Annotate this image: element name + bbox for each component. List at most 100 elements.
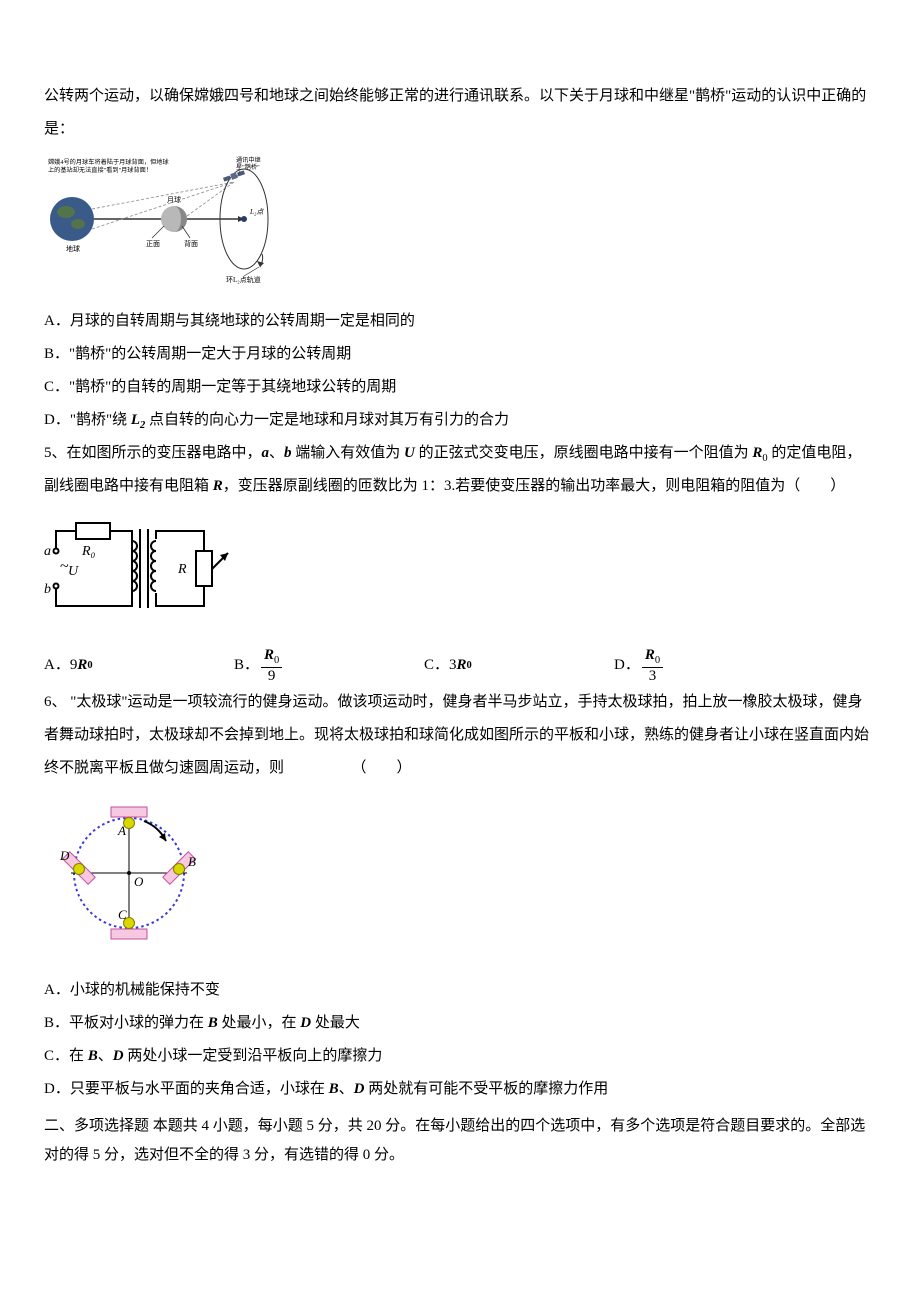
q5-figure: a b ~ U R₀ R (44, 511, 876, 639)
earth-land2 (71, 219, 85, 229)
q4-option-c: C．"鹊桥"的自转的周期一定等于其绕地球公转的周期 (44, 371, 876, 404)
section-2-heading: 二、多项选择题 本题共 4 小题，每小题 5 分，共 20 分。在每小题给出的四… (44, 1112, 876, 1169)
sight-line-3 (187, 182, 234, 216)
orbit-label: 环L₂点轨道 (226, 275, 261, 284)
q4-caption-top: 嫦娥4号的月球车将着陆于月球背面，但地球 (48, 158, 169, 166)
satellite-icon (223, 169, 246, 182)
resistor-r0 (76, 523, 110, 539)
q4-option-b: B．"鹊桥"的公转周期一定大于月球的公转周期 (44, 338, 876, 371)
q5-a: a (262, 445, 270, 461)
q6-diagram: A B C D O (44, 793, 214, 953)
q5b-num-r: R (264, 647, 274, 663)
q6-option-b: B．平板对小球的弹力在 B 处最小，在 D 处最大 (44, 1007, 876, 1040)
q6c-d: D (113, 1048, 124, 1064)
q5b-frac: R0 9 (261, 647, 282, 684)
secondary-coil (151, 541, 156, 591)
q6-option-a: A．小球的机械能保持不变 (44, 974, 876, 1007)
paddle-c (111, 929, 147, 939)
wire-tr (156, 531, 204, 551)
q5-b: b (284, 445, 292, 461)
q6c-sep: 、 (98, 1048, 113, 1064)
wire-br (156, 586, 204, 606)
q5-r: R (213, 478, 223, 494)
q4d-post: 点自转的向心力一定是地球和月球对其万有引力的合力 (145, 412, 509, 428)
q6b-d: D (300, 1015, 311, 1031)
q5-s3: 的正弦式交变电压，原线圈电路中接有一个阻值为 (415, 445, 753, 461)
q5d-frac: R0 3 (642, 647, 663, 684)
moon-label: 月球 (167, 195, 181, 204)
q6-option-d: D．只要平板与水平面的夹角合适，小球在 B、D 两处就有可能不受平板的摩擦力作用 (44, 1073, 876, 1106)
sight-line-1 (92, 182, 234, 209)
q5b-den: 9 (261, 667, 282, 685)
q5c-sub: 0 (467, 654, 472, 677)
q4-option-a: A．月球的自转周期与其绕地球的公转周期一定是相同的 (44, 305, 876, 338)
q5-stem: 5、在如图所示的变压器电路中，a、b 端输入有效值为 U 的正弦式交变电压，原线… (44, 437, 876, 503)
label-a: A (117, 823, 126, 838)
terminal-a (54, 549, 59, 554)
q4-figure: 嫦娥4号的月球车将着陆于月球背面，但地球 上的基站却无法直接"看到"月球背面！ … (44, 154, 876, 297)
q6b-pre: B．平板对小球的弹力在 (44, 1015, 208, 1031)
label-b: B (188, 854, 196, 869)
label-r0: R₀ (81, 544, 96, 559)
q5-r0: R (752, 445, 762, 461)
q5-s1: 5、在如图所示的变压器电路中， (44, 445, 262, 461)
label-o: O (134, 874, 144, 889)
rheostat-r (196, 551, 212, 586)
l2-point (241, 216, 247, 222)
q5a-sub: 0 (87, 654, 92, 677)
label-b: b (44, 582, 51, 597)
q5d-num-r: R (645, 647, 655, 663)
q5a-r: R (77, 649, 87, 682)
q5d-num-sub: 0 (655, 655, 660, 666)
q4-option-d: D．"鹊桥"绕 L2 点自转的向心力一定是地球和月球对其万有引力的合力 (44, 404, 876, 437)
center-o (127, 871, 131, 875)
q5-circuit: a b ~ U R₀ R (44, 511, 244, 626)
earth-land (57, 206, 75, 218)
q4-stem-continuation: 公转两个运动，以确保嫦娥四号和地球之间始终能够正常的进行通讯联系。以下关于月球和… (44, 80, 876, 146)
q6d-sep: 、 (339, 1081, 354, 1097)
q4-sat-label1: 通讯中继 (236, 156, 261, 164)
ball-b (174, 864, 185, 875)
q6d-pre: D．只要平板与水平面的夹角合适，小球在 (44, 1081, 329, 1097)
wire-tl (56, 531, 76, 551)
q5-s5: ，变压器原副线圈的匝数比为 1：3.若要使变压器的输出功率最大，则电阻箱的阻值为… (223, 478, 846, 494)
q5-option-c: C．3R0 (424, 649, 614, 682)
earth-icon (50, 197, 94, 241)
q5c-r: R (457, 649, 467, 682)
q4-caption-top2: 上的基站却无法直接"看到"月球背面！ (48, 166, 152, 174)
orbit-arrow-head (257, 261, 264, 267)
q6c-post: 两处小球一定受到沿平板向上的摩擦力 (124, 1048, 383, 1064)
label-a: a (44, 544, 51, 559)
q6b-post: 处最大 (311, 1015, 360, 1031)
q5-option-a: A．9R0 (44, 649, 234, 682)
q4-diagram: 嫦娥4号的月球车将着陆于月球背面，但地球 上的基站却无法直接"看到"月球背面！ … (44, 154, 284, 284)
q5-sep1: 、 (269, 445, 284, 461)
earth-label: 地球 (66, 244, 80, 253)
q6-option-c: C．在 B、D 两处小球一定受到沿平板向上的摩擦力 (44, 1040, 876, 1073)
q6c-pre: C．在 (44, 1048, 88, 1064)
front-pointer (152, 226, 164, 238)
q5-options-row: A．9R0 B． R0 9 C．3R0 D． R0 3 (44, 647, 876, 684)
q5-s2: 端输入有效值为 (292, 445, 405, 461)
q5b-pre: B． (234, 649, 259, 682)
q6d-post: 两处就有可能不受平板的摩擦力作用 (364, 1081, 608, 1097)
q5d-pre: D． (614, 649, 640, 682)
label-r: R (177, 562, 187, 577)
q6-stem: 6、 "太极球"运动是一项较流行的健身运动。做该项运动时，健身者半马步站立，手持… (44, 686, 876, 785)
q6b-b: B (208, 1015, 218, 1031)
q6-figure: A B C D O (44, 793, 876, 966)
q5-option-d: D． R0 3 (614, 647, 804, 684)
q4d-l: L (131, 412, 140, 428)
q5b-num-sub: 0 (274, 655, 279, 666)
q5a-pre: A．9 (44, 649, 77, 682)
q5d-den: 3 (642, 667, 663, 685)
ball-d (74, 864, 85, 875)
back-pointer (182, 226, 190, 238)
q6c-b: B (88, 1048, 98, 1064)
q4d-pre: D．"鹊桥"绕 (44, 412, 131, 428)
q5-u: U (404, 445, 415, 461)
q6d-d: D (354, 1081, 365, 1097)
label-c: C (118, 907, 127, 922)
q6b-mid: 处最小，在 (218, 1015, 301, 1031)
q6d-b: B (329, 1081, 339, 1097)
